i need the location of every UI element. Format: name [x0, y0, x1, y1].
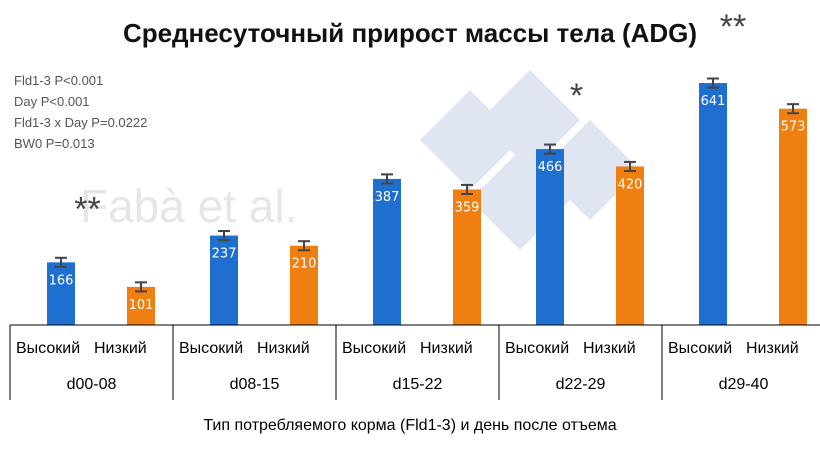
bars-layer: 166 101 ** 237 210 387 359 466 420 * 641 573 [47, 77, 807, 326]
bar [699, 83, 727, 326]
data-label: 237 [212, 247, 237, 262]
watermark-text: Fabà et al. [80, 180, 297, 232]
data-label: 387 [375, 190, 400, 205]
group-label: d22-29 [556, 376, 606, 393]
data-label: 466 [538, 160, 563, 175]
category-label: Высокий [16, 340, 80, 357]
category-label: Высокий [179, 340, 243, 357]
title-significance: ** [720, 8, 746, 46]
category-label: Высокий [668, 340, 732, 357]
group-label: d15-22 [393, 376, 443, 393]
category-label: Высокий [505, 340, 569, 357]
bar [616, 166, 644, 325]
data-label: 641 [701, 94, 726, 109]
category-label: Низкий [746, 340, 799, 357]
stats-line: Fld1-3 x Day P=0.0222 [14, 115, 147, 130]
category-label: Низкий [583, 340, 636, 357]
category-label: Высокий [342, 340, 406, 357]
group-label: d00-08 [67, 376, 117, 393]
data-label: 101 [129, 298, 154, 313]
x-axis-label: Тип потребляемого корма (Fld1-3) и день … [203, 417, 616, 434]
chart-title: Среднесуточный прирост массы тела (ADG) [123, 18, 697, 48]
data-label: 166 [49, 273, 74, 288]
category-label: Низкий [257, 340, 310, 357]
bar [373, 178, 401, 325]
group-label: d08-15 [230, 376, 280, 393]
group-significance: * [570, 77, 583, 115]
data-label: 573 [781, 120, 806, 135]
bar [453, 189, 481, 325]
category-label: Низкий [94, 340, 147, 357]
group-label: d29-40 [719, 376, 769, 393]
data-label: 420 [618, 177, 643, 192]
bar [536, 149, 564, 325]
bar [47, 262, 75, 325]
category-label: Низкий [420, 340, 473, 357]
stats-block: Fld1-3 P<0.001 Day P<0.001 Fld1-3 x Day … [14, 73, 147, 151]
group-significance: ** [74, 190, 100, 228]
bar [210, 235, 238, 325]
data-label: 210 [292, 257, 317, 272]
stats-line: Fld1-3 P<0.001 [14, 73, 103, 88]
stats-line: Day P<0.001 [14, 94, 90, 109]
category-axis-table: Высокий Низкий d00-08 Высокий Низкий d08-15 Вы… [9, 324, 820, 400]
bar [779, 108, 807, 325]
bar [290, 245, 318, 325]
stats-line: BW0 P=0.013 [14, 136, 95, 151]
bar [127, 286, 155, 325]
data-label: 359 [455, 200, 480, 215]
